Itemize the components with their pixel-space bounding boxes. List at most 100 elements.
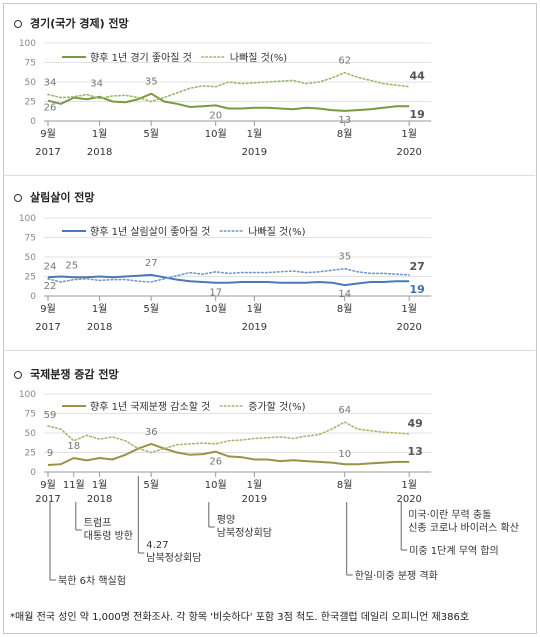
x-tick-label: 10월 [205,128,227,140]
x-year-label: 2020 [396,494,421,505]
section-title-household: 살림살이 전망 [14,189,95,205]
event-label: 남북정상회담 [217,527,272,539]
data-label: 25 [65,261,78,272]
x-year-label: 2019 [242,494,267,505]
series-line-positive [47,92,410,112]
event-label: 미국·이란 무력 충돌 [408,509,491,521]
data-label: 34 [90,78,103,89]
event-label: 신종 코로나 바이러스 확산 [408,522,519,534]
bullet-icon [14,194,22,202]
x-tick-label: 1월 [401,479,417,491]
x-tick-label: 8월 [337,479,353,491]
x-tick-label: 1월 [92,479,108,491]
x-year-label: 2019 [242,147,267,158]
bullet-icon [14,371,22,379]
event-label: 북한 6차 핵실험 [58,575,126,587]
legend-label-negative: 나빠질 것(%) [248,226,305,238]
y-tick-label: 25 [25,449,36,459]
data-label: 20 [209,110,222,121]
x-tick-label: 5월 [143,479,159,491]
y-tick-label: 50 [25,429,37,439]
legend-label-positive: 향후 1년 국제분쟁 감소할 것 [90,401,210,413]
x-tick-label: 1월 [247,479,263,491]
data-label: 27 [145,258,158,269]
x-year-label: 2019 [242,322,267,333]
data-label: 35 [338,252,351,263]
series-line-negative [47,71,411,103]
y-tick-label: 50 [25,253,37,263]
x-year-label: 2018 [87,494,112,505]
data-label: 44 [410,70,426,83]
event-label: 대통령 방한 [84,530,133,542]
data-label: 36 [145,427,158,438]
data-label: 64 [338,405,351,416]
data-label: 62 [338,56,351,67]
y-tick-label: 25 [25,98,36,108]
data-label: 26 [209,457,222,468]
data-label: 27 [410,260,425,273]
y-tick-label: 25 [25,273,36,283]
data-label: 9 [47,448,53,459]
x-tick-label: 8월 [337,128,353,140]
y-tick-label: 0 [30,468,36,478]
y-tick-label: 0 [30,117,36,127]
x-tick-label: 11월 [63,479,85,491]
data-label: 13 [408,445,423,458]
data-label: 34 [44,77,57,88]
event-label: 남북정상회담 [146,552,201,564]
x-tick-label: 1월 [92,128,108,140]
y-tick-label: 100 [19,390,36,400]
y-tick-label: 100 [19,39,36,49]
bullet-icon [14,20,22,28]
legend-label-negative: 증가할 것(%) [248,401,305,413]
event-label: 4.27 [146,540,168,551]
x-tick-label: 1월 [247,128,263,140]
event-label: 트럼프 [84,516,112,529]
x-year-label: 2018 [87,147,112,158]
legend-label-positive: 향후 1년 살림살이 좋아질 것 [90,226,210,238]
x-tick-label: 9월 [40,303,56,315]
y-tick-label: 50 [25,78,37,88]
series-line-negative [47,421,411,454]
event-label: 한일·미중 분쟁 격화 [355,569,438,582]
section-title-conflict: 국제분쟁 증감 전망 [14,366,119,382]
data-label: 19 [410,283,425,296]
x-tick-label: 9월 [40,128,56,140]
legend-label-positive: 향후 1년 경기 좋아질 것 [90,51,192,64]
section-title-economy: 경기(국가 경제) 전망 [14,15,129,31]
x-year-label: 2018 [87,322,112,333]
x-tick-label: 1월 [401,303,417,315]
data-label: 49 [408,417,423,430]
data-label: 19 [410,108,425,121]
x-tick-label: 10월 [205,303,227,315]
x-tick-label: 8월 [337,303,353,315]
data-label: 26 [44,103,57,114]
section-title-text: 살림살이 전망 [30,191,95,204]
section-divider [3,175,535,176]
x-year-label: 2017 [35,494,60,505]
x-tick-label: 5월 [143,128,159,140]
data-label: 13 [338,115,351,126]
series-line-positive [47,273,410,287]
section-title-text: 경기(국가 경제) 전망 [30,17,129,30]
x-tick-label: 1월 [401,128,417,140]
data-label: 18 [67,441,80,452]
section-title-text: 국제분쟁 증감 전망 [30,368,119,381]
x-tick-label: 5월 [143,303,159,315]
data-label: 17 [209,288,222,299]
data-label: 59 [44,410,57,421]
x-year-label: 2020 [396,322,421,333]
y-tick-label: 100 [19,214,36,224]
x-tick-label: 1월 [247,303,263,315]
section-divider [3,350,535,351]
x-year-label: 2020 [396,147,421,158]
series-line-positive [47,442,410,466]
data-label: 22 [44,281,57,292]
data-label: 35 [145,77,158,88]
data-label: 14 [338,289,351,300]
event-label: 평양 [217,514,235,526]
figure-frame [3,3,537,634]
legend-label-negative: 나빠질 것(%) [230,52,287,64]
series-line-negative [47,267,411,283]
